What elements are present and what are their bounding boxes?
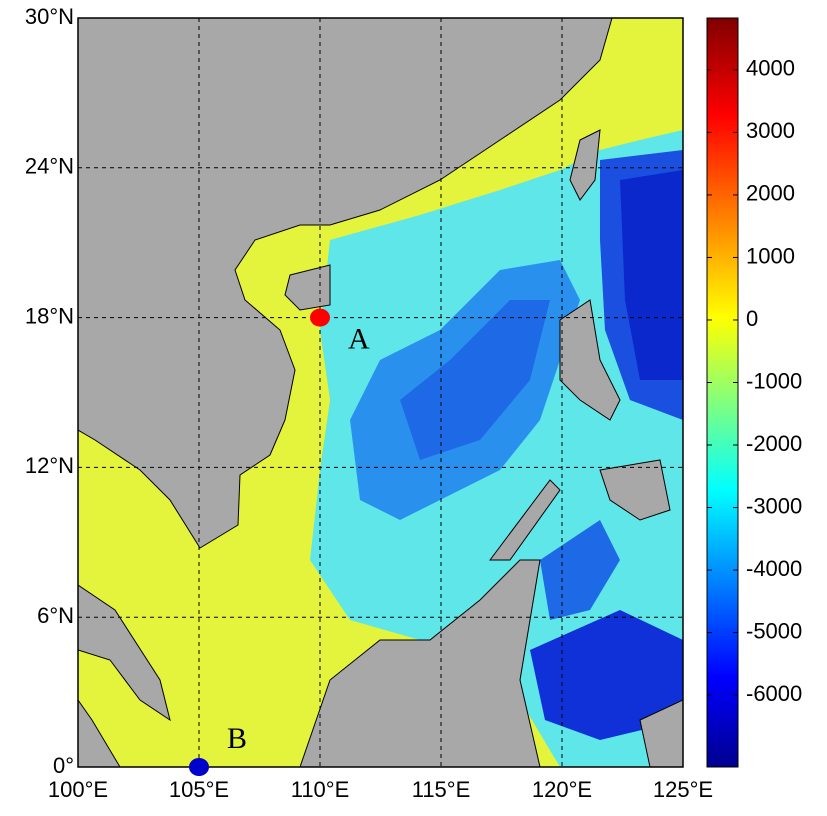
land-sumatra [78,699,121,767]
point-marker [310,308,330,327]
y-tick-label: 18°N [25,303,74,328]
land-borneo [299,559,541,767]
point-marker [189,758,209,776]
y-tick-label: 6°N [37,603,74,628]
land-mindanao [599,459,671,521]
land-sulawesi [639,699,683,767]
colorbar-tick-label: -5000 [746,618,802,643]
colorbar-tick-label: 1000 [746,243,795,268]
sulu-sea [540,520,620,620]
plot-frame [77,17,684,768]
x-tick-label: 115°E [412,777,471,802]
colorbar-tick-label: -2000 [746,431,802,456]
land-luzon [559,299,621,421]
colorbar-tick-label: -4000 [746,556,802,581]
land-taiwan [569,129,601,201]
x-tick-label: 100°E [48,777,108,802]
colorbar-tick-label: -6000 [746,681,802,706]
land-malaya [78,584,171,722]
x-tick-label: 120°E [532,777,592,802]
deep-basin [400,300,550,460]
colorbar-tick-label: -1000 [746,368,802,393]
x-tick-label: 105°E [169,777,229,802]
x-tick-label: 110°E [291,777,350,802]
y-tick-label: 30°N [25,4,74,29]
trench [620,170,683,380]
colorbar-tick-label: 4000 [746,56,795,81]
point-label: A [348,322,370,355]
map-area [78,18,683,767]
celebes-sea [530,610,683,740]
y-tick-label: 0° [53,753,74,778]
land-hainan [284,264,331,311]
y-tick-label: 24°N [25,154,74,179]
colorbar-tick-label: 3000 [746,118,795,143]
point-label: B [227,722,247,755]
land-palawan [489,479,561,561]
colorbar-tick-label: -3000 [746,493,802,518]
colorbar-tick-label: 2000 [746,181,795,206]
y-tick-label: 12°N [25,453,74,478]
colorbar [706,17,739,768]
land-asia [78,18,613,549]
colorbar-tick-label: 0 [746,306,758,331]
x-tick-label: 125°E [653,777,713,802]
